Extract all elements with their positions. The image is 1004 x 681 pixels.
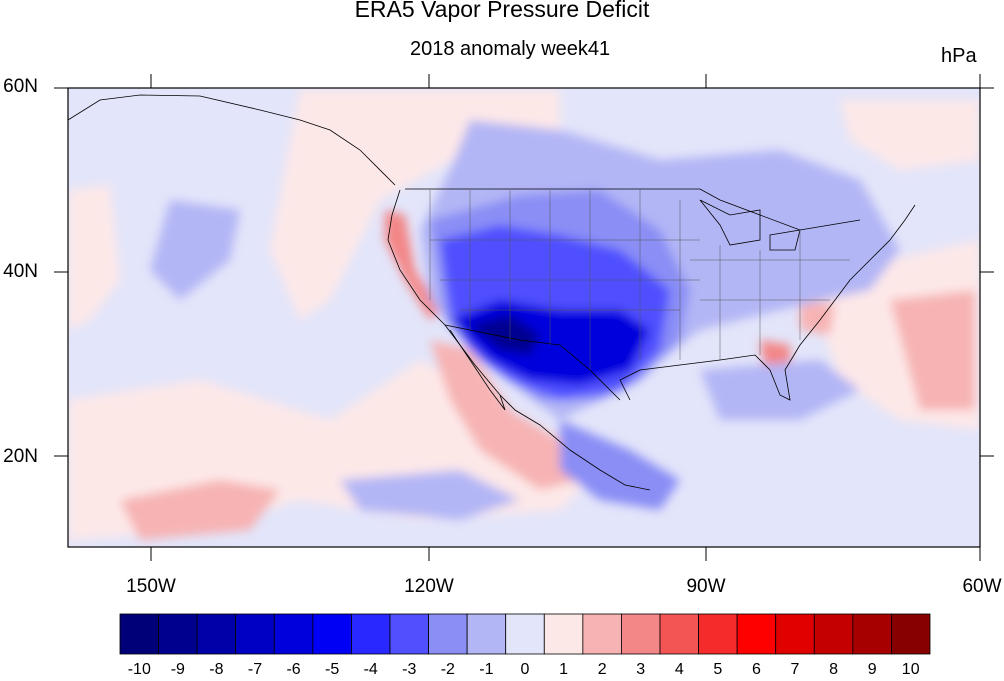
colorbar-box bbox=[235, 613, 275, 655]
colorbar-label: -4 bbox=[363, 661, 378, 678]
coastline-gulf bbox=[619, 204, 916, 401]
colorbar-box bbox=[119, 613, 159, 655]
frame-ticks bbox=[54, 74, 994, 561]
positive-patch-carolina bbox=[800, 300, 835, 335]
colorbar-box bbox=[891, 613, 931, 655]
colorbar-label: 3 bbox=[636, 661, 646, 678]
colorbar-label: -6 bbox=[286, 661, 301, 678]
colorbar-label: -9 bbox=[170, 661, 185, 678]
positive-patch-south-pacific-red bbox=[120, 480, 280, 540]
coastline-north-america-west bbox=[387, 189, 651, 491]
state-borders bbox=[429, 190, 850, 370]
colorbar-label: -2 bbox=[440, 661, 455, 678]
lon-label-150w: 150W bbox=[126, 576, 176, 597]
colorbar-label: 10 bbox=[901, 661, 920, 678]
colorbar-box bbox=[505, 613, 545, 655]
colorbar bbox=[119, 613, 931, 655]
coastline-baja bbox=[449, 329, 506, 411]
colorbar-box bbox=[698, 613, 738, 655]
colorbar-label: -10 bbox=[127, 661, 151, 678]
negative-patch-north-pacific bbox=[150, 200, 240, 300]
map-title: ERA5 Vapor Pressure Deficit bbox=[354, 0, 650, 22]
lon-label-60w: 60W bbox=[962, 576, 1002, 597]
positive-patch-baja bbox=[430, 340, 580, 490]
great-lakes bbox=[699, 199, 801, 251]
positive-patch-california bbox=[385, 210, 440, 320]
colorbar-box bbox=[621, 613, 661, 655]
colorbar-label: 2 bbox=[597, 661, 607, 678]
lat-label-60n: 60N bbox=[3, 76, 38, 97]
coastlines bbox=[68, 94, 916, 491]
anomaly-field bbox=[68, 88, 980, 547]
state-lines-east bbox=[639, 190, 850, 360]
colorbar-box bbox=[852, 613, 892, 655]
colorbar-box bbox=[158, 613, 198, 655]
colorbar-box bbox=[312, 613, 352, 655]
colorbar-box bbox=[543, 613, 584, 655]
negative-patch-mexico bbox=[560, 420, 680, 510]
negative-patch-east-pacific bbox=[340, 470, 520, 520]
lat-label-40n: 40N bbox=[3, 261, 38, 282]
colorbar-box bbox=[659, 613, 699, 655]
colorbar-label: 7 bbox=[790, 661, 800, 678]
positive-patch-west-pacific bbox=[68, 185, 120, 330]
colorbar-label: 4 bbox=[674, 661, 684, 678]
lon-label-90w: 90W bbox=[686, 576, 726, 597]
colorbar-label: 1 bbox=[559, 661, 569, 678]
border-us-canada bbox=[405, 188, 861, 231]
map-subtitle: 2018 anomaly week41 bbox=[410, 38, 611, 60]
colorbar-box bbox=[736, 613, 777, 655]
colorbar-box bbox=[351, 613, 391, 655]
colorbar-box bbox=[582, 613, 622, 655]
colorbar-label: 6 bbox=[751, 661, 761, 678]
colorbar-label: -1 bbox=[479, 661, 494, 678]
lat-label-20n: 20N bbox=[3, 446, 38, 467]
colorbar-label: 8 bbox=[829, 661, 839, 678]
units-label: hPa bbox=[941, 45, 977, 67]
lon-label-120w: 120W bbox=[404, 576, 454, 597]
colorbar-label: 9 bbox=[867, 661, 877, 678]
negative-patch-deep-core bbox=[470, 315, 540, 355]
colorbar-label: 0 bbox=[520, 661, 530, 678]
plot-frame bbox=[67, 87, 981, 548]
negative-patch-gulf bbox=[700, 360, 860, 420]
positive-patch-cuba-south bbox=[890, 290, 975, 410]
colorbar-label: 5 bbox=[713, 661, 723, 678]
state-lines-west bbox=[429, 190, 700, 370]
border-us-mexico bbox=[444, 324, 621, 401]
coastline-alaska bbox=[68, 94, 396, 186]
colorbar-box bbox=[389, 613, 429, 655]
colorbar-label: -8 bbox=[209, 661, 224, 678]
positive-patch-north-atlantic bbox=[840, 100, 980, 170]
colorbar-box bbox=[775, 613, 815, 655]
colorbar-label: -5 bbox=[325, 661, 340, 678]
colorbar-box bbox=[428, 613, 468, 655]
colorbar-label: -7 bbox=[247, 661, 263, 678]
colorbar-box bbox=[273, 613, 314, 655]
colorbar-box bbox=[466, 613, 507, 655]
colorbar-box bbox=[813, 613, 854, 655]
colorbar-label: -3 bbox=[402, 661, 417, 678]
colorbar-box bbox=[196, 613, 237, 655]
